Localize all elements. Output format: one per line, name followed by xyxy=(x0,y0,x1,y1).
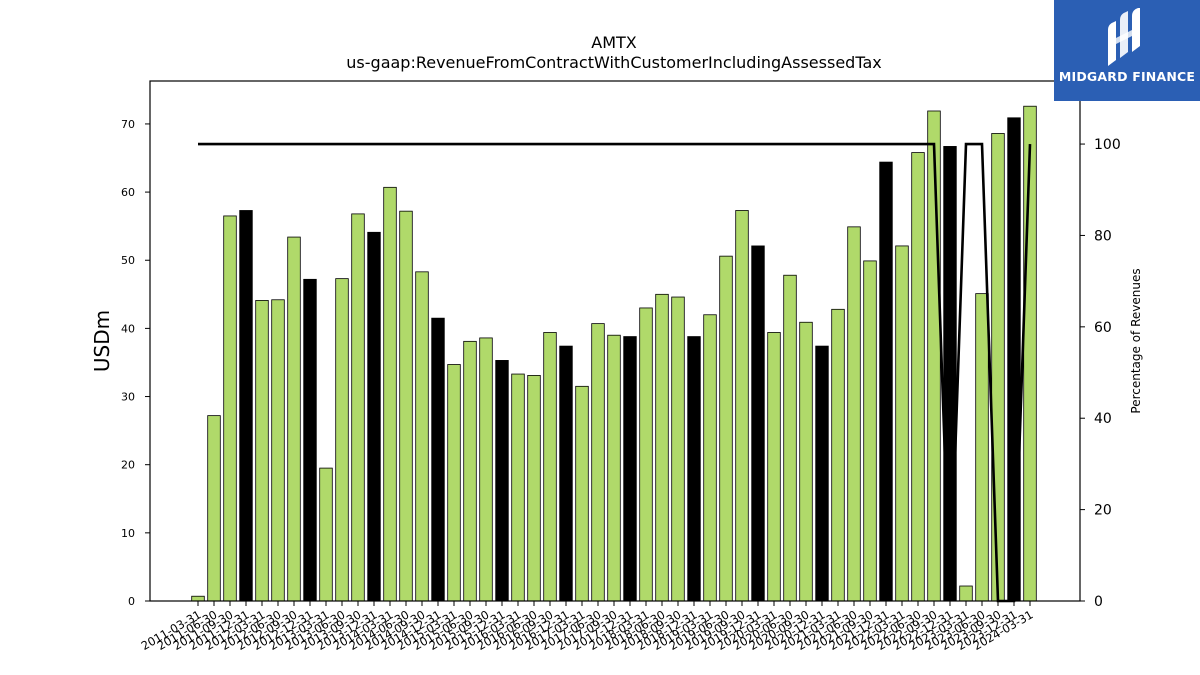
y-axis-left: 0 10 20 30 40 50 60 70 xyxy=(121,118,150,608)
percentage-line-group xyxy=(198,142,1032,603)
bar-2016-03-31 xyxy=(511,373,525,602)
bar-2020-06-30 xyxy=(783,274,797,602)
bar-2023-03-31 xyxy=(959,585,973,602)
chart-subtitle: us-gaap:RevenueFromContractWithCustomerI… xyxy=(346,53,881,72)
bar-2015-12-31 xyxy=(495,360,509,602)
bar-2017-03-31 xyxy=(575,385,589,602)
bar-2022-09-30 xyxy=(927,110,941,602)
y-tick-label: 30 xyxy=(121,391,135,404)
y-tick-label: 0 xyxy=(128,595,135,608)
bar-2015-06-30 xyxy=(463,340,477,602)
bar-2023-06-30 xyxy=(975,293,989,602)
bar-2013-09-30 xyxy=(351,213,365,602)
bar-2023-09-30 xyxy=(991,133,1005,602)
y2-tick-label: 80 xyxy=(1094,228,1112,244)
bar-2012-12-31 xyxy=(303,278,317,602)
bar-2017-12-31 xyxy=(623,336,637,602)
bar-2011-03-31 xyxy=(191,595,205,602)
percentage-line xyxy=(198,142,1032,603)
bar-2018-12-31 xyxy=(687,336,701,602)
bar-2012-03-31 xyxy=(255,300,269,602)
y-tick-label: 60 xyxy=(121,186,135,199)
bar-2011-09-30 xyxy=(223,215,237,602)
bar-2016-12-31 xyxy=(559,345,573,602)
bar-2022-12-31 xyxy=(943,146,957,602)
bar-2019-12-31 xyxy=(751,245,765,602)
logo-mark-icon xyxy=(1108,8,1140,66)
bar-2021-12-31 xyxy=(879,161,893,602)
bar-2012-09-30 xyxy=(287,236,301,602)
bar-2014-03-31 xyxy=(383,186,397,602)
plot-frame xyxy=(149,80,1081,602)
bar-2016-06-30 xyxy=(527,375,541,602)
bar-2018-06-30 xyxy=(655,293,669,602)
bar-2013-12-31 xyxy=(367,231,381,602)
y2-tick-label: 40 xyxy=(1094,411,1112,427)
y2-axis-label: Percentage of Revenues xyxy=(1129,268,1143,413)
bar-2023-12-31 xyxy=(1007,117,1021,602)
bar-2014-06-30 xyxy=(399,210,413,602)
y-axis-label: USDm xyxy=(90,310,114,372)
y2-tick-label: 60 xyxy=(1094,320,1112,336)
bar-2013-03-31 xyxy=(319,467,333,602)
bar-2020-12-31 xyxy=(815,345,829,602)
bar-2021-06-30 xyxy=(847,226,861,602)
y-tick-label: 20 xyxy=(121,459,135,472)
bar-2020-03-31 xyxy=(767,332,781,602)
y-tick-label: 70 xyxy=(121,118,135,131)
chart-title: AMTX xyxy=(591,33,637,52)
bar-2022-06-30 xyxy=(911,152,925,602)
y-tick-label: 40 xyxy=(121,322,135,335)
bar-2021-09-30 xyxy=(863,260,877,602)
bar-2014-09-30 xyxy=(415,271,429,602)
midgard-finance-logo: MIDGARD FINANCE xyxy=(1054,0,1200,101)
bars-group xyxy=(191,105,1037,602)
bar-2017-09-30 xyxy=(607,334,621,602)
y-tick-label: 10 xyxy=(121,527,135,540)
bar-2018-03-31 xyxy=(639,307,653,602)
bar-2014-12-31 xyxy=(431,317,445,602)
y2-tick-label: 20 xyxy=(1094,503,1112,519)
bar-2011-06-30 xyxy=(207,415,221,602)
bar-2019-03-31 xyxy=(703,314,717,602)
logo-text: MIDGARD FINANCE xyxy=(1058,69,1196,84)
bar-2012-06-30 xyxy=(271,299,285,602)
bar-2021-03-31 xyxy=(831,308,845,602)
bar-2016-09-30 xyxy=(543,332,557,602)
x-axis: 2011-03-312011-06-302011-09-302011-12-31… xyxy=(139,601,1036,653)
bar-2019-09-30 xyxy=(735,210,749,602)
bar-2015-09-30 xyxy=(479,337,493,602)
y2-tick-label: 100 xyxy=(1094,137,1121,153)
bar-2017-06-30 xyxy=(591,323,605,602)
bar-2013-06-30 xyxy=(335,278,349,602)
bar-2015-03-31 xyxy=(447,364,461,602)
bar-2019-06-30 xyxy=(719,255,733,602)
y-axis-right: 0 20 40 60 80 100 xyxy=(1080,137,1121,610)
bar-2011-12-31 xyxy=(239,210,253,602)
bar-2020-09-30 xyxy=(799,321,813,602)
y2-tick-label: 0 xyxy=(1094,594,1103,610)
y-tick-label: 50 xyxy=(121,254,135,267)
bar-2018-09-30 xyxy=(671,296,685,602)
bar-2022-03-31 xyxy=(895,245,909,602)
